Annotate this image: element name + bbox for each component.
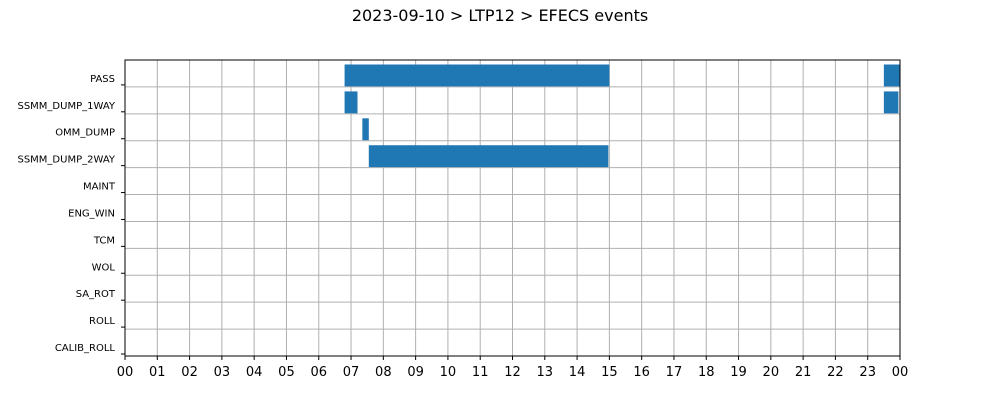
y-tick-label: SSMM_DUMP_1WAY: [17, 101, 115, 112]
x-tick-label: 22: [827, 365, 844, 380]
x-tick-label: 18: [698, 365, 715, 380]
x-tick-label: 17: [666, 365, 683, 380]
y-tick-label: ROLL: [89, 316, 115, 327]
event-bar: [883, 91, 899, 114]
y-axis: PASS SSMM_DUMP_1WAY OMM_DUMP SSMM_DUMP_2WAY…: [17, 74, 125, 355]
event-bar: [362, 118, 369, 141]
x-tick-label: 05: [278, 365, 295, 380]
x-tick-label: 11: [472, 365, 489, 380]
x-tick-label: 16: [633, 365, 650, 380]
x-tick-label: 10: [440, 365, 457, 380]
x-tick-label: 00: [892, 365, 909, 380]
y-tick-label: SSMM_DUMP_2WAY: [17, 155, 115, 166]
y-tick-label: PASS: [90, 74, 115, 85]
bars: [344, 64, 900, 168]
x-axis: 00 01 02 03 04 05 06 07 08 09 10 11 12 13 14 15 16 17 18 19…: [117, 356, 909, 380]
y-tick-label: CALIB_ROLL: [55, 343, 116, 354]
event-bar: [344, 91, 358, 114]
grid: [124, 60, 901, 356]
y-tick-label: MAINT: [83, 182, 116, 193]
x-tick-label: 02: [181, 365, 198, 380]
x-tick-label: 12: [504, 365, 521, 380]
event-bar: [368, 145, 609, 168]
x-tick-label: 14: [569, 365, 586, 380]
chart-title: 2023-09-10 > LTP12 > EFECS events: [351, 6, 649, 25]
x-tick-label: 01: [149, 365, 166, 380]
x-tick-label: 06: [310, 365, 327, 380]
x-tick-label: 23: [859, 365, 876, 380]
y-tick-label: WOL: [92, 262, 116, 273]
x-tick-label: 04: [246, 365, 263, 380]
x-tick-label: 09: [407, 365, 424, 380]
y-tick-label: OMM_DUMP: [55, 128, 115, 139]
x-tick-label: 19: [730, 365, 747, 380]
x-tick-label: 15: [601, 365, 618, 380]
y-tick-label: SA_ROT: [76, 289, 116, 300]
x-tick-label: 07: [343, 365, 360, 380]
x-tick-label: 20: [763, 365, 780, 380]
y-tick-label: TCM: [93, 235, 115, 246]
y-tick-label: ENG_WIN: [68, 208, 115, 219]
x-tick-label: 08: [375, 365, 392, 380]
x-tick-label: 21: [795, 365, 812, 380]
x-tick-label: 00: [117, 365, 134, 380]
x-tick-label: 03: [214, 365, 231, 380]
event-bar: [344, 64, 610, 87]
event-bar: [883, 64, 900, 87]
x-tick-label: 13: [537, 365, 554, 380]
